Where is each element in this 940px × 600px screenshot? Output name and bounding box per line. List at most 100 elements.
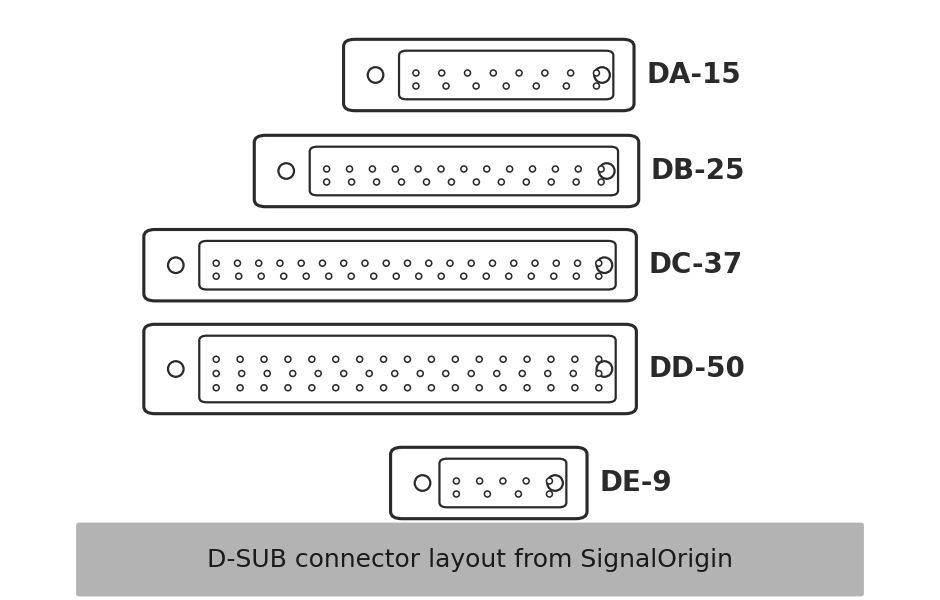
Ellipse shape bbox=[261, 356, 267, 362]
Ellipse shape bbox=[483, 273, 489, 279]
Ellipse shape bbox=[404, 356, 411, 362]
Ellipse shape bbox=[298, 260, 305, 266]
Ellipse shape bbox=[237, 385, 243, 391]
Ellipse shape bbox=[599, 163, 615, 179]
Ellipse shape bbox=[392, 166, 399, 172]
Ellipse shape bbox=[452, 356, 459, 362]
Ellipse shape bbox=[323, 179, 330, 185]
Ellipse shape bbox=[415, 166, 421, 172]
Ellipse shape bbox=[572, 385, 578, 391]
Ellipse shape bbox=[528, 273, 534, 279]
Ellipse shape bbox=[524, 478, 529, 484]
FancyBboxPatch shape bbox=[76, 523, 864, 596]
Ellipse shape bbox=[239, 370, 244, 377]
FancyBboxPatch shape bbox=[254, 135, 639, 206]
Ellipse shape bbox=[563, 83, 570, 89]
Ellipse shape bbox=[477, 478, 482, 484]
Ellipse shape bbox=[369, 166, 375, 172]
Ellipse shape bbox=[498, 179, 505, 185]
Ellipse shape bbox=[384, 260, 389, 266]
FancyBboxPatch shape bbox=[199, 335, 616, 402]
Ellipse shape bbox=[468, 260, 475, 266]
Ellipse shape bbox=[348, 273, 354, 279]
Ellipse shape bbox=[575, 166, 581, 172]
Ellipse shape bbox=[323, 166, 330, 172]
Ellipse shape bbox=[597, 361, 612, 377]
Ellipse shape bbox=[571, 370, 576, 377]
Ellipse shape bbox=[574, 260, 581, 266]
Text: DC-37: DC-37 bbox=[649, 251, 743, 279]
Ellipse shape bbox=[423, 179, 430, 185]
Ellipse shape bbox=[548, 179, 555, 185]
Ellipse shape bbox=[547, 475, 563, 491]
Ellipse shape bbox=[510, 260, 517, 266]
Ellipse shape bbox=[596, 260, 602, 266]
Ellipse shape bbox=[448, 179, 454, 185]
Ellipse shape bbox=[494, 370, 500, 377]
Ellipse shape bbox=[234, 260, 241, 266]
FancyBboxPatch shape bbox=[400, 51, 614, 99]
Ellipse shape bbox=[381, 356, 386, 362]
Ellipse shape bbox=[399, 179, 404, 185]
Ellipse shape bbox=[415, 273, 422, 279]
Ellipse shape bbox=[515, 491, 522, 497]
Ellipse shape bbox=[551, 273, 556, 279]
Ellipse shape bbox=[491, 70, 496, 76]
Ellipse shape bbox=[529, 166, 536, 172]
Ellipse shape bbox=[168, 361, 183, 377]
FancyBboxPatch shape bbox=[144, 324, 636, 414]
Ellipse shape bbox=[168, 257, 183, 273]
Ellipse shape bbox=[468, 370, 475, 377]
Ellipse shape bbox=[373, 179, 380, 185]
Ellipse shape bbox=[568, 70, 573, 76]
Ellipse shape bbox=[461, 166, 467, 172]
Ellipse shape bbox=[315, 370, 321, 377]
Ellipse shape bbox=[593, 83, 600, 89]
Ellipse shape bbox=[213, 385, 219, 391]
Ellipse shape bbox=[461, 273, 467, 279]
Ellipse shape bbox=[452, 385, 459, 391]
Ellipse shape bbox=[593, 70, 600, 76]
Text: DD-50: DD-50 bbox=[649, 355, 745, 383]
Ellipse shape bbox=[368, 67, 384, 83]
Ellipse shape bbox=[453, 478, 460, 484]
Ellipse shape bbox=[281, 273, 287, 279]
Ellipse shape bbox=[506, 273, 511, 279]
Ellipse shape bbox=[548, 356, 554, 362]
Ellipse shape bbox=[367, 370, 372, 377]
Ellipse shape bbox=[309, 356, 315, 362]
Ellipse shape bbox=[524, 356, 530, 362]
Ellipse shape bbox=[347, 166, 352, 172]
Ellipse shape bbox=[213, 370, 219, 377]
Ellipse shape bbox=[507, 166, 512, 172]
Ellipse shape bbox=[484, 166, 490, 172]
Text: DE-9: DE-9 bbox=[600, 469, 672, 497]
Ellipse shape bbox=[533, 83, 540, 89]
Ellipse shape bbox=[597, 257, 612, 273]
Ellipse shape bbox=[443, 83, 449, 89]
Ellipse shape bbox=[415, 475, 431, 491]
Ellipse shape bbox=[404, 385, 411, 391]
Ellipse shape bbox=[573, 273, 579, 279]
Ellipse shape bbox=[500, 356, 506, 362]
Ellipse shape bbox=[304, 273, 309, 279]
Ellipse shape bbox=[524, 179, 529, 185]
Ellipse shape bbox=[333, 356, 338, 362]
Text: DB-25: DB-25 bbox=[650, 157, 745, 185]
Ellipse shape bbox=[261, 385, 267, 391]
FancyBboxPatch shape bbox=[199, 241, 616, 289]
Ellipse shape bbox=[333, 385, 338, 391]
Ellipse shape bbox=[356, 356, 363, 362]
Ellipse shape bbox=[256, 260, 261, 266]
Ellipse shape bbox=[541, 70, 548, 76]
Ellipse shape bbox=[484, 491, 491, 497]
Ellipse shape bbox=[417, 370, 423, 377]
Ellipse shape bbox=[258, 273, 264, 279]
Ellipse shape bbox=[438, 273, 445, 279]
FancyBboxPatch shape bbox=[439, 458, 566, 507]
Ellipse shape bbox=[447, 260, 453, 266]
Ellipse shape bbox=[356, 385, 363, 391]
Ellipse shape bbox=[464, 70, 471, 76]
FancyBboxPatch shape bbox=[309, 147, 619, 196]
Ellipse shape bbox=[477, 356, 482, 362]
